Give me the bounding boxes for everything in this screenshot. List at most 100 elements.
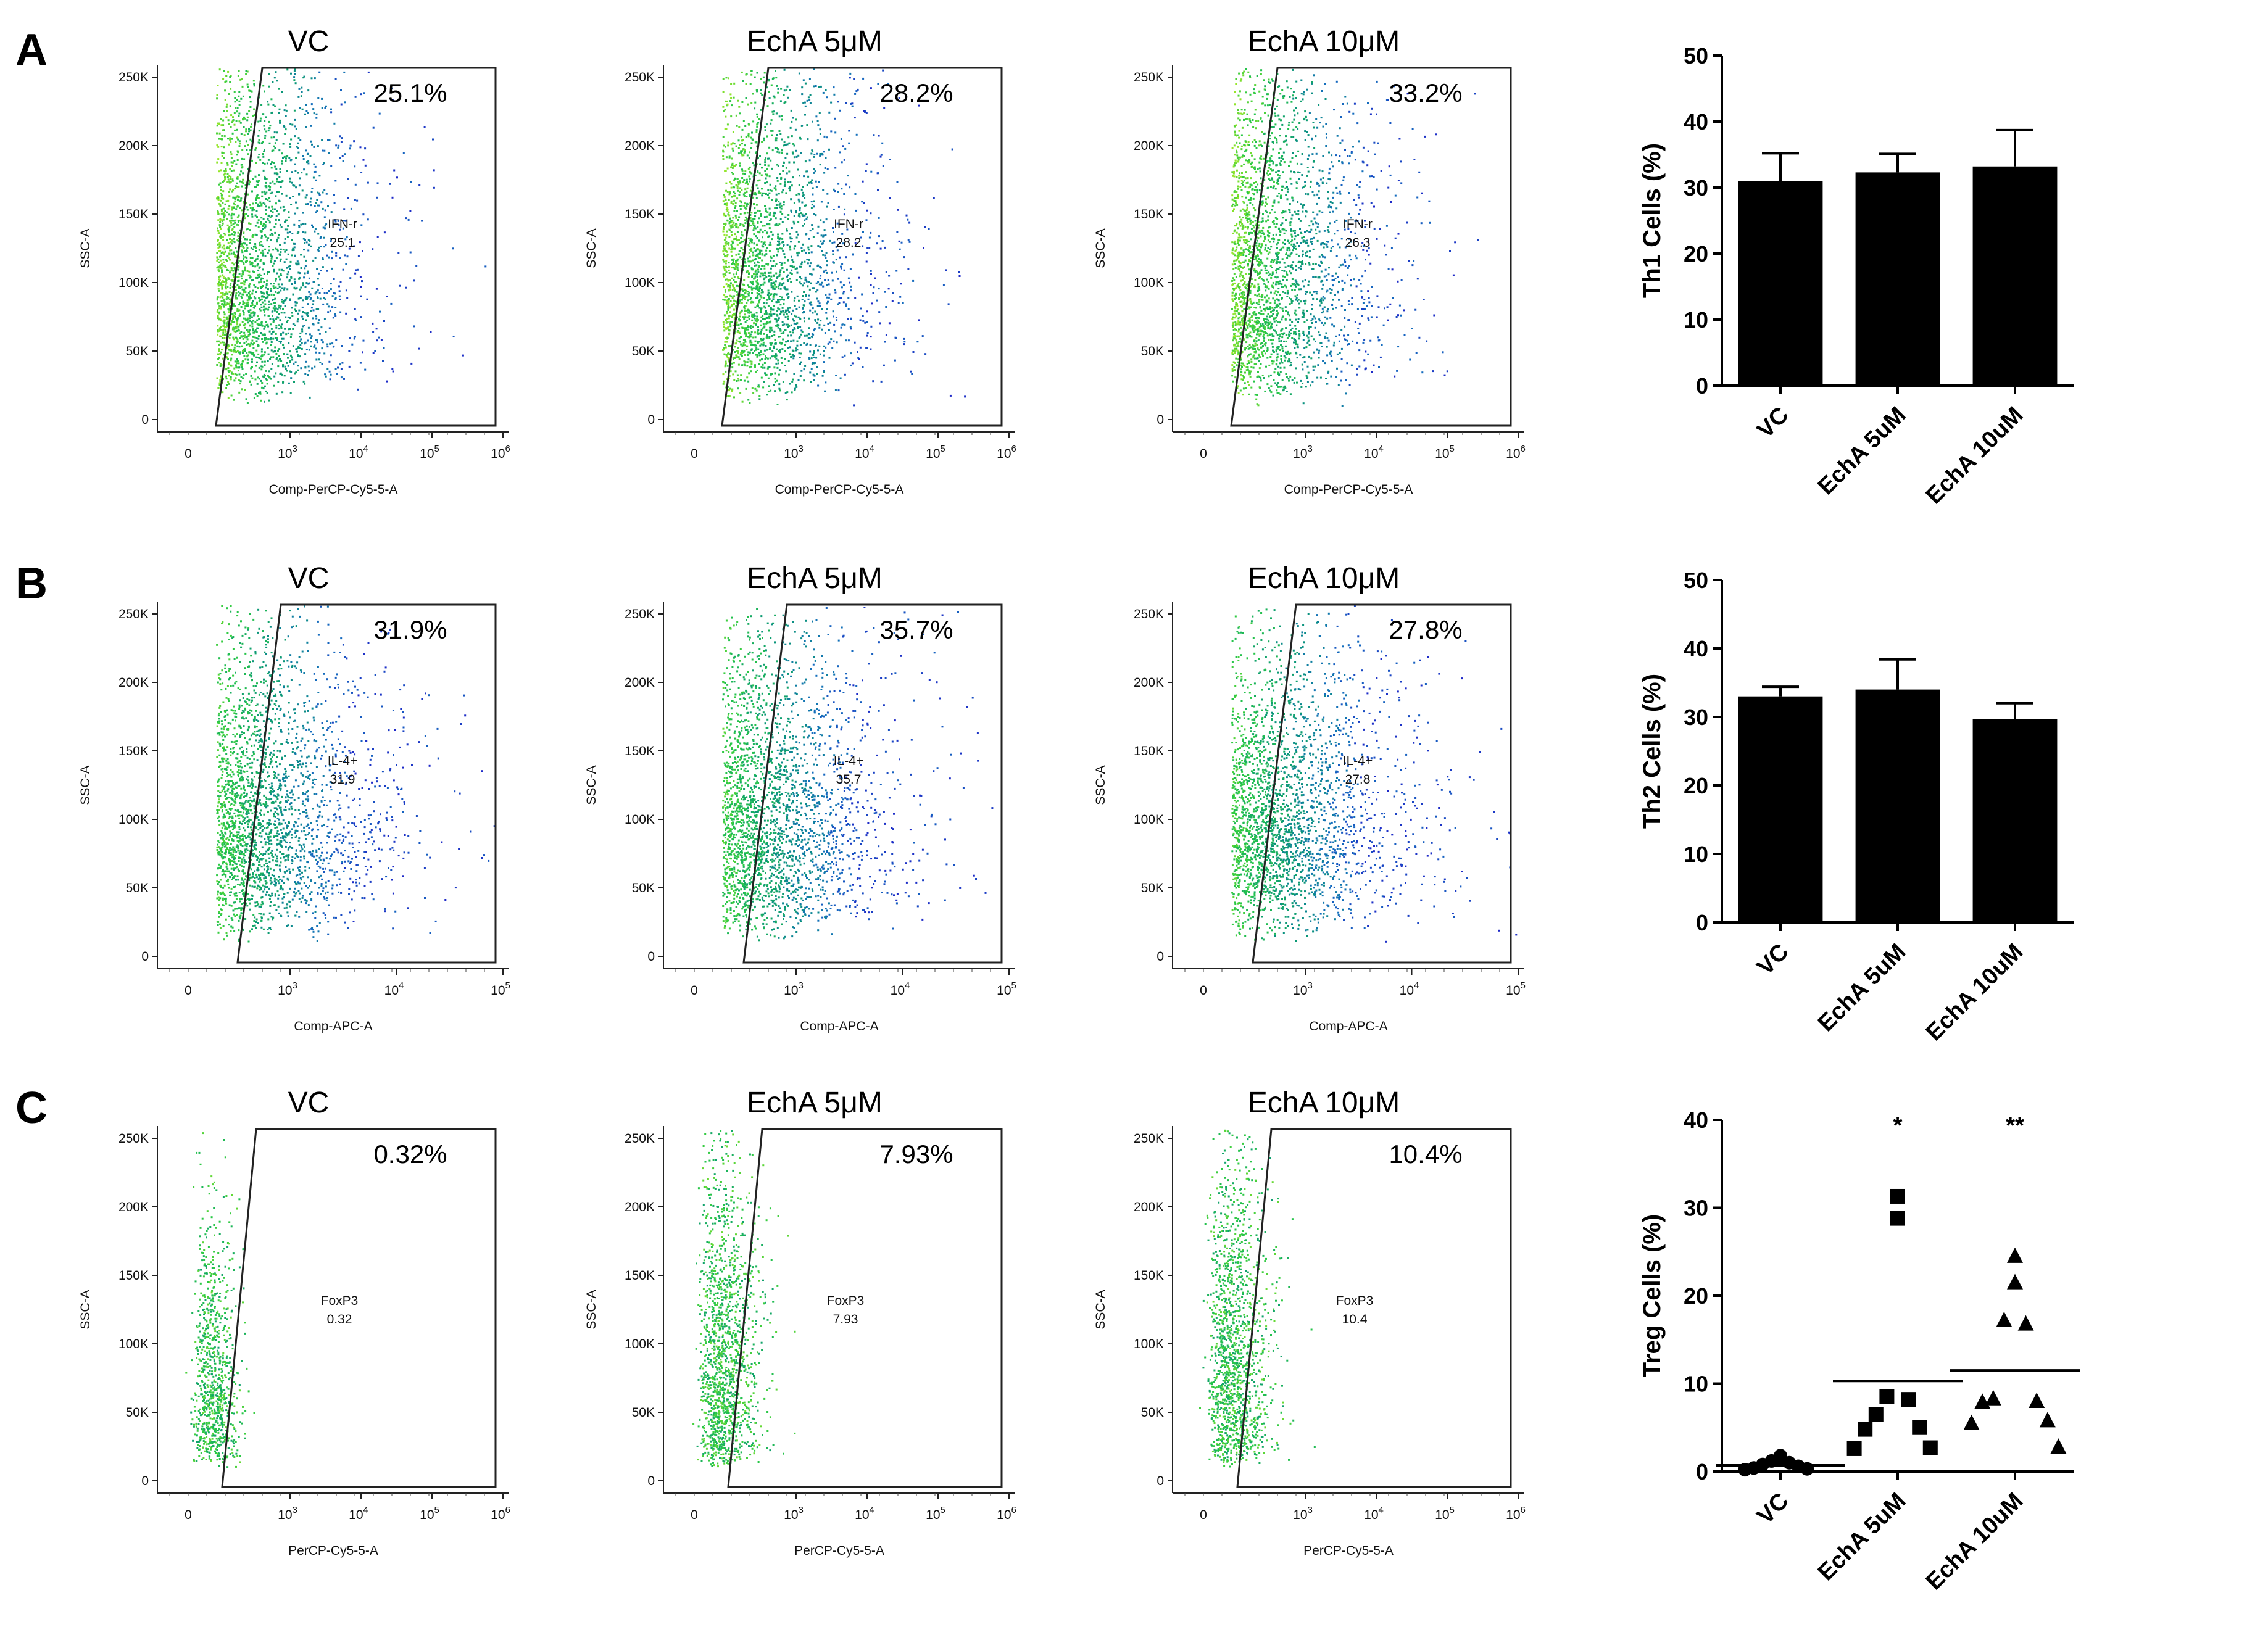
- data-point: [1985, 1389, 2001, 1406]
- event-cloud: [185, 1132, 255, 1468]
- y-tick-label: 200K: [625, 139, 655, 153]
- bar: [1738, 696, 1823, 922]
- gate-name: IL-4+: [328, 754, 357, 768]
- y-tick-label: 10: [1684, 307, 1708, 333]
- y-tick-label: 30: [1684, 705, 1708, 730]
- y-axis-label: SSC-A: [78, 765, 93, 805]
- bar: [1738, 181, 1823, 386]
- x-tick-label: 103: [784, 980, 804, 998]
- y-tick-label: 150K: [1134, 1269, 1164, 1283]
- x-axis-label: PerCP-Cy5-5-A: [794, 1544, 884, 1558]
- gate-name: IL-4+: [1343, 754, 1373, 768]
- y-tick-label: 100K: [625, 276, 655, 290]
- y-tick-label: 0: [141, 1474, 149, 1488]
- panel-letter-c: C: [15, 1083, 48, 1133]
- category-label: VC: [1752, 1488, 1793, 1530]
- gate-percent: 35.7%: [879, 615, 953, 644]
- y-tick-label: 0: [1157, 1474, 1164, 1488]
- scatter-series: *: [1833, 1112, 1963, 1456]
- category-label: EchA 10uM: [1921, 1488, 2029, 1596]
- y-tick-label: 150K: [118, 744, 149, 758]
- panel-letters: A B C: [15, 25, 48, 1133]
- x-axis-label: Comp-PerCP-Cy5-5-A: [775, 482, 904, 497]
- bar: [1972, 166, 2058, 386]
- x-tick-label: 0: [1200, 983, 1207, 998]
- x-tick-label: 106: [491, 444, 510, 461]
- x-tick-label: 103: [278, 1505, 297, 1522]
- x-tick-label: 106: [491, 1505, 510, 1522]
- cytometry-plots: VC 250K 200K 150K 100K 50K 0 0 103 104 105 106 Comp-…: [78, 25, 1526, 1558]
- gate-name: FoxP3: [321, 1294, 359, 1308]
- summary-chart-c: 0 10 20 30 40 Treg Cells (%) VC EchA 5uM EchA 10…: [1639, 1107, 2080, 1595]
- cytometry-title: VC: [288, 25, 330, 58]
- y-tick-label: 50K: [126, 881, 149, 895]
- category-label: EchA 10uM: [1921, 939, 2029, 1046]
- data-point: [1890, 1188, 1905, 1204]
- y-axis-label: Treg Cells (%): [1639, 1214, 1666, 1378]
- y-tick-label: 50K: [632, 1406, 655, 1420]
- gate-percent: 28.2%: [879, 78, 953, 107]
- y-tick-label: 0: [1157, 950, 1164, 964]
- y-tick-label: 150K: [118, 1269, 149, 1283]
- category-label: VC: [1752, 939, 1793, 980]
- y-tick-label: 200K: [1134, 1200, 1164, 1214]
- y-tick-label: 0: [141, 950, 149, 964]
- summary-chart-a: 0 10 20 30 40 50 Th1 Cells (%) VC EchA 5uM EchA 1…: [1639, 43, 2074, 509]
- significance-marker: *: [1893, 1112, 1903, 1138]
- x-tick-label: 105: [491, 980, 510, 998]
- data-point: [1846, 1441, 1862, 1456]
- gate-name: FoxP3: [1336, 1294, 1374, 1308]
- summary-chart-b: 0 10 20 30 40 50 Th2 Cells (%) VC EchA 5uM EchA 1…: [1639, 568, 2074, 1046]
- y-axis-label: SSC-A: [584, 228, 599, 268]
- data-point: [2029, 1393, 2045, 1408]
- y-tick-label: 0: [1696, 373, 1708, 399]
- x-tick-label: 106: [1506, 444, 1526, 461]
- y-tick-label: 50K: [632, 344, 655, 358]
- category-label: VC: [1752, 402, 1793, 444]
- x-tick-label: 103: [1293, 1505, 1313, 1522]
- y-tick-label: 250K: [625, 70, 655, 85]
- cytometry-plot-a-3: EchA 10μM 250K 200K 150K 100K 50K 0 0 103 104 105 1…: [1094, 25, 1526, 497]
- data-point: [1963, 1414, 1980, 1430]
- gate-percent: 0.32%: [373, 1140, 447, 1169]
- x-tick-label: 103: [278, 980, 297, 998]
- cytometry-plot-c-3: EchA 10μM 250K 200K 150K 100K 50K 0 0 103 104 105 1…: [1094, 1087, 1526, 1558]
- cytometry-plot-a-2: EchA 5μM 250K 200K 150K 100K 50K 0 0 103 104 105 10…: [584, 25, 1016, 497]
- cytometry-plot-a-1: VC 250K 200K 150K 100K 50K 0 0 103 104 105 106 Comp-…: [78, 25, 510, 497]
- y-tick-label: 50K: [1141, 344, 1164, 358]
- y-tick-label: 50K: [1141, 881, 1164, 895]
- category-label: EchA 10uM: [1921, 402, 2029, 510]
- gate-polygon: [215, 67, 497, 427]
- y-tick-label: 200K: [1134, 139, 1164, 153]
- y-axis-label: Th2 Cells (%): [1639, 674, 1666, 829]
- gate-value: 28.2: [836, 236, 862, 250]
- cytometry-plot-c-1: VC 250K 200K 150K 100K 50K 0 0 103 104 105 106 PerCP…: [78, 1087, 510, 1558]
- gate-polygon: [1236, 1128, 1512, 1488]
- x-axis-label: Comp-APC-A: [294, 1019, 372, 1033]
- gate-name: IL-4+: [834, 754, 863, 768]
- x-tick-label: 105: [997, 980, 1016, 998]
- y-tick-label: 200K: [625, 676, 655, 690]
- gate-percent: 27.8%: [1389, 615, 1462, 644]
- data-point: [1922, 1440, 1938, 1455]
- x-tick-label: 106: [1506, 1505, 1526, 1522]
- y-axis-label: SSC-A: [1094, 765, 1108, 805]
- y-axis-label: Th1 Cells (%): [1639, 143, 1666, 298]
- y-tick-label: 150K: [118, 207, 149, 221]
- gate-percent: 7.93%: [879, 1140, 953, 1169]
- y-tick-label: 50K: [126, 344, 149, 358]
- x-tick-label: 0: [691, 447, 698, 461]
- panel-letter-a: A: [15, 25, 48, 75]
- data-point: [2017, 1315, 2034, 1331]
- x-tick-label: 104: [349, 1505, 368, 1522]
- gate-polygon: [236, 603, 497, 964]
- y-tick-label: 250K: [1134, 607, 1164, 621]
- y-tick-label: 250K: [118, 607, 149, 621]
- y-tick-label: 20: [1684, 1283, 1708, 1309]
- gate-percent: 31.9%: [373, 615, 447, 644]
- cytometry-plot-b-3: EchA 10μM 250K 200K 150K 100K 50K 0 0 103 104 105 C…: [1094, 562, 1526, 1033]
- x-tick-label: 105: [1435, 1505, 1455, 1522]
- gate-value: 7.93: [833, 1312, 858, 1327]
- data-point: [2007, 1247, 2023, 1263]
